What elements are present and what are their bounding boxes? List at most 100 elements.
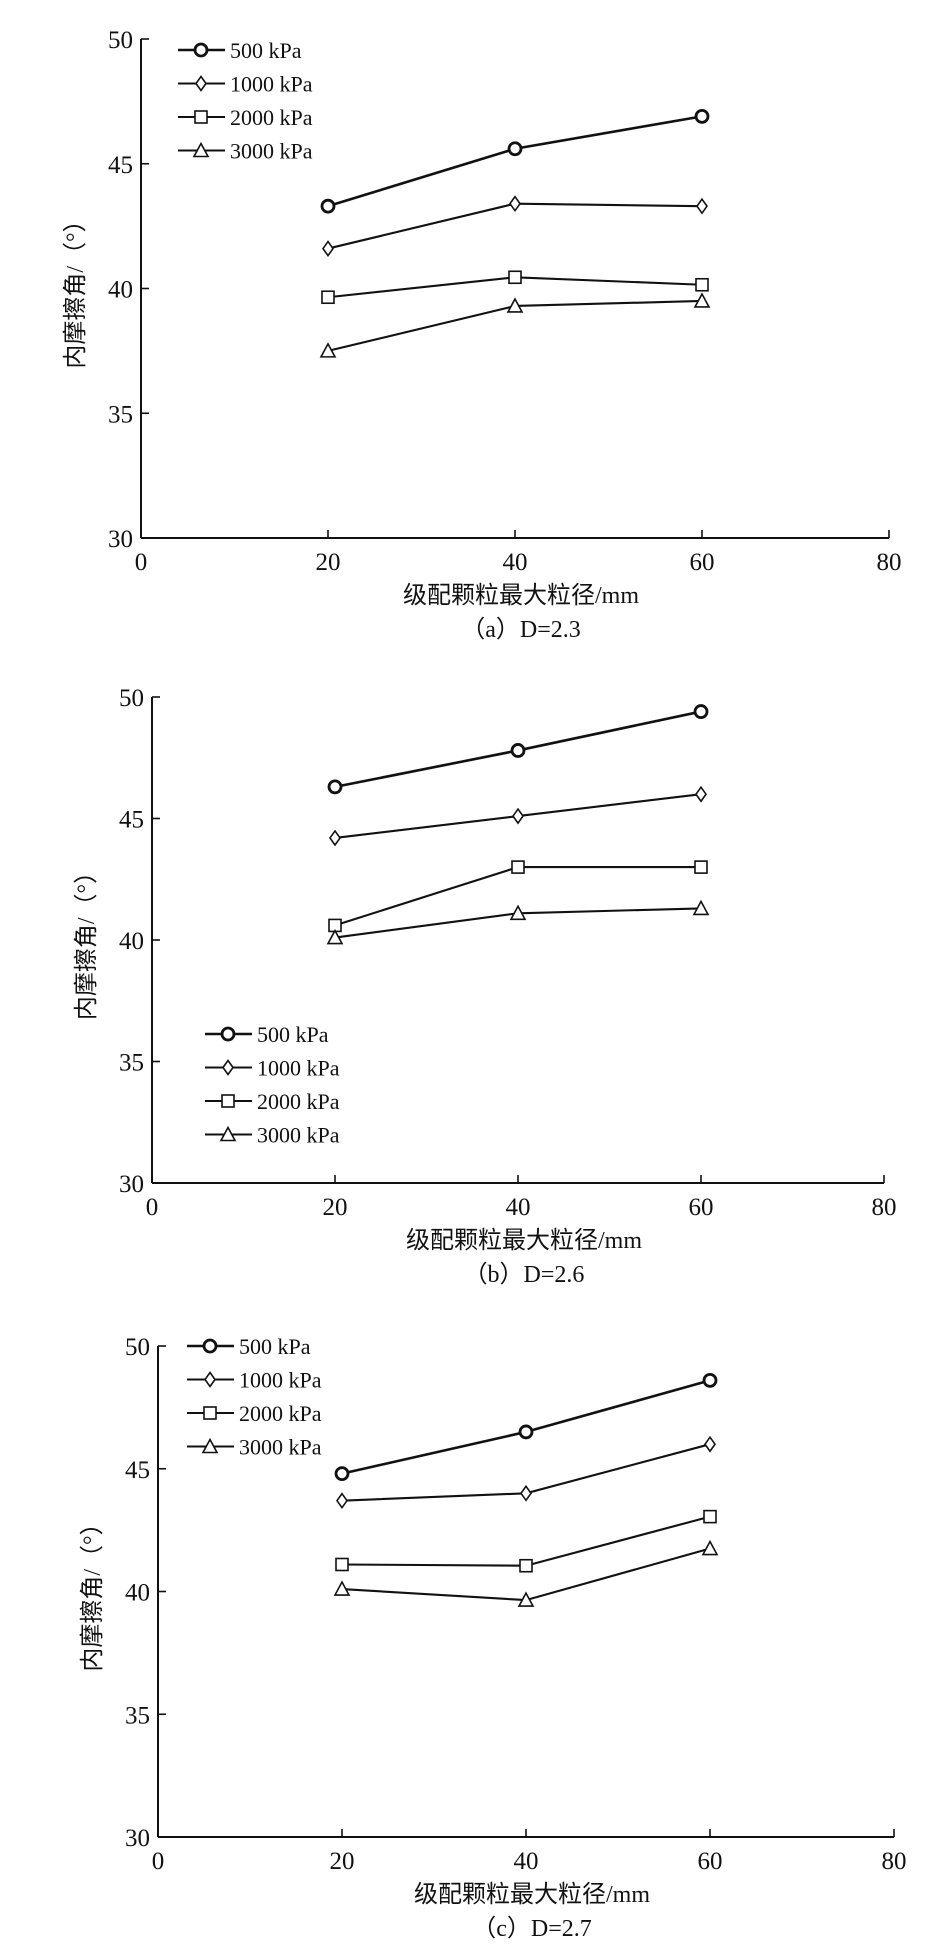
legend-triangle-icon: [192, 141, 210, 158]
legend-entry: 1000 kPa: [205, 1056, 340, 1081]
legend-entry: 2000 kPa: [187, 1401, 322, 1426]
legend-entry: 500 kPa: [187, 1334, 311, 1359]
x-tick-label: 20: [330, 1848, 355, 1875]
x-tick-label: 80: [877, 549, 902, 576]
panel-caption: （b）D=2.6: [464, 1262, 585, 1288]
legend-label: 3000 kPa: [239, 1435, 322, 1460]
data-point-circle: [693, 704, 709, 719]
x-tick-label: 20: [323, 1194, 348, 1221]
data-point-triangle: [326, 928, 344, 945]
data-point-diamond: [520, 1484, 532, 1502]
legend-entry: 2000 kPa: [205, 1089, 340, 1114]
y-axis-label: 内摩擦角/（°）: [62, 208, 89, 368]
panel-caption: （c）D=2.7: [472, 1916, 592, 1942]
data-point-triangle: [692, 899, 710, 916]
legend-circle-icon: [193, 42, 209, 58]
data-point-circle: [320, 198, 336, 214]
x-tick-label: 60: [698, 1848, 723, 1875]
data-point-diamond: [329, 829, 341, 847]
data-point-diamond: [322, 240, 334, 257]
y-tick-label: 30: [125, 1825, 150, 1852]
y-tick-label: 40: [125, 1580, 150, 1607]
legend-label: 500 kPa: [239, 1334, 311, 1359]
data-point-square: [694, 860, 708, 874]
y-tick-label: 45: [125, 1457, 150, 1484]
y-tick-label: 35: [125, 1702, 150, 1729]
series-500-kPa: [320, 108, 710, 214]
y-tick-label: 30: [108, 526, 133, 553]
data-point-triangle: [517, 1591, 535, 1607]
data-point-circle: [702, 1372, 718, 1388]
series-3000-kPa: [326, 899, 710, 945]
y-tick-label: 40: [119, 928, 144, 955]
y-tick-label: 45: [108, 152, 133, 179]
panel-caption: （a）D=2.3: [461, 617, 581, 643]
series-2000-kPa: [328, 860, 708, 933]
legend-square-icon: [194, 110, 208, 124]
data-point-square: [508, 270, 522, 285]
legend-square-icon: [203, 1406, 217, 1420]
y-tick-label: 50: [119, 685, 144, 712]
legend-circle-icon: [202, 1338, 218, 1354]
chart-panel-b: 30 35 40 45 50 0 20 40 60 80 级配颗粒最大粒径/mm （b）D=2.6 内摩…: [73, 685, 897, 1288]
series-3000-kPa: [333, 1539, 719, 1607]
data-point-square: [695, 277, 709, 292]
data-point-triangle: [333, 1580, 351, 1596]
data-point-diamond: [512, 807, 524, 825]
legend-entry: 3000 kPa: [187, 1435, 322, 1460]
x-axis-label: 级配颗粒最大粒径/mm: [406, 1227, 642, 1254]
legend-triangle-icon: [201, 1437, 219, 1454]
legend-entry: 3000 kPa: [178, 139, 313, 164]
x-tick-label: 80: [872, 1194, 897, 1221]
legend-label: 2000 kPa: [230, 105, 313, 130]
x-tick-label: 0: [146, 1194, 159, 1221]
chart-panel-c: 30 35 40 45 50 0 20 40 60 80 级配颗粒最大粒径/mm （c）D=2.7 内摩…: [79, 1334, 907, 1942]
legend-circle-icon: [220, 1026, 236, 1042]
series-1000-kPa: [322, 195, 708, 257]
legend-entry: 500 kPa: [178, 38, 302, 63]
series-line: [327, 115, 703, 208]
data-point-circle: [334, 1466, 350, 1482]
data-point-diamond: [509, 195, 521, 213]
legend-entry: 3000 kPa: [205, 1123, 340, 1148]
legend-label: 3000 kPa: [230, 139, 313, 164]
legend-entry: 1000 kPa: [178, 72, 313, 97]
data-point-circle: [518, 1424, 534, 1440]
legend-label: 500 kPa: [257, 1022, 329, 1047]
legend-entry: 500 kPa: [205, 1022, 329, 1047]
legend-label: 2000 kPa: [239, 1401, 322, 1426]
legend-label: 1000 kPa: [257, 1056, 340, 1081]
legend-label: 500 kPa: [230, 38, 302, 63]
x-tick-label: 0: [135, 549, 148, 576]
legend-label: 1000 kPa: [239, 1368, 322, 1393]
series-2000-kPa: [335, 1509, 717, 1573]
legend-diamond-icon: [222, 1059, 234, 1076]
series-line: [341, 1515, 711, 1567]
series-500-kPa: [327, 704, 709, 795]
legend-label: 2000 kPa: [257, 1089, 340, 1114]
x-tick-label: 60: [689, 1194, 714, 1221]
x-axis-label: 级配颗粒最大粒径/mm: [403, 582, 639, 609]
data-point-diamond: [336, 1492, 348, 1510]
data-point-circle: [510, 743, 526, 758]
data-point-circle: [327, 779, 343, 795]
x-tick-label: 0: [152, 1848, 165, 1875]
data-point-square: [511, 860, 525, 874]
legend-diamond-icon: [195, 75, 207, 92]
legend-triangle-icon: [219, 1125, 237, 1142]
data-point-square: [335, 1557, 349, 1572]
series-2000-kPa: [321, 270, 709, 305]
legend-square-icon: [221, 1094, 235, 1108]
y-tick-label: 35: [108, 401, 133, 428]
y-tick-label: 40: [108, 277, 133, 304]
x-tick-label: 80: [882, 1848, 907, 1875]
x-axis-label: 级配颗粒最大粒径/mm: [414, 1881, 650, 1908]
x-tick-label: 40: [514, 1848, 539, 1875]
y-axis-label: 内摩擦角/（°）: [73, 860, 100, 1020]
data-point-triangle: [506, 297, 524, 313]
data-point-square: [321, 290, 335, 305]
data-point-diamond: [704, 1435, 716, 1453]
y-tick-label: 30: [119, 1171, 144, 1198]
